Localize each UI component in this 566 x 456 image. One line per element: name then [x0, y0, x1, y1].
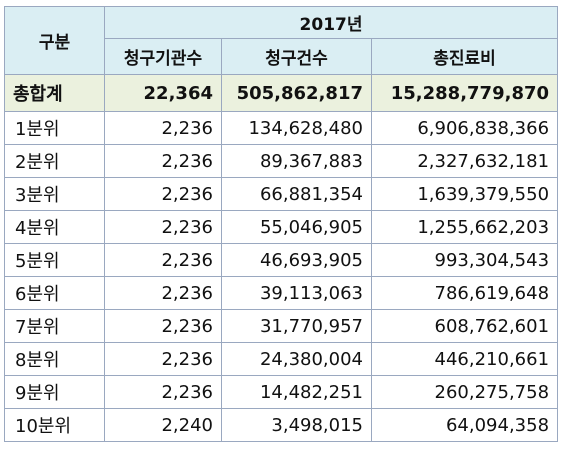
cell-claims: 66,881,354	[221, 177, 372, 211]
row-label: 2분위	[4, 144, 105, 178]
table-row: 2분위 2,236 89,367,883 2,327,632,181	[4, 144, 559, 178]
cell-total-cost: 993,304,543	[370, 243, 559, 277]
table-row: 3분위 2,236 66,881,354 1,639,379,550	[4, 177, 559, 211]
cell-claims: 39,113,063	[221, 276, 372, 310]
cell-claims: 46,693,905	[221, 243, 372, 277]
cell-claims: 134,628,480	[221, 111, 372, 145]
cell-institutions: 2,236	[104, 375, 222, 409]
cell-institutions: 2,240	[104, 408, 222, 442]
cell-claims: 14,482,251	[221, 375, 372, 409]
column-header-claims: 청구건수	[221, 38, 372, 75]
table-row: 4분위 2,236 55,046,905 1,255,662,203	[4, 210, 559, 244]
row-label: 4분위	[4, 210, 105, 244]
cell-claims: 24,380,004	[221, 342, 372, 376]
total-label: 총합계	[4, 74, 105, 112]
table-container: 구분 2017년 청구기관수 청구건수 총진료비 총합계 22,364 505,…	[4, 6, 559, 448]
total-row: 총합계 22,364 505,862,817 15,288,779,870	[4, 74, 559, 112]
cell-total-cost: 2,327,632,181	[370, 144, 559, 178]
header-row-sub: 청구기관수 청구건수 총진료비	[5, 38, 559, 75]
row-label: 8분위	[4, 342, 105, 376]
cell-institutions: 2,236	[104, 144, 222, 178]
year-header: 2017년	[103, 6, 559, 39]
cell-institutions: 2,236	[104, 342, 222, 376]
column-header-total-cost: 총진료비	[370, 38, 559, 75]
row-label: 1분위	[4, 111, 105, 145]
table-row: 6분위 2,236 39,113,063 786,619,648	[4, 276, 559, 310]
table-row: 8분위 2,236 24,380,004 446,210,661	[4, 342, 559, 376]
table-row: 10분위 2,240 3,498,015 64,094,358	[4, 408, 559, 442]
table-row: 7분위 2,236 31,770,957 608,762,601	[4, 309, 559, 343]
table-row: 5분위 2,236 46,693,905 993,304,543	[4, 243, 559, 277]
cell-total-cost: 1,639,379,550	[370, 177, 559, 211]
row-label: 6분위	[4, 276, 105, 310]
cell-total-cost: 446,210,661	[370, 342, 559, 376]
header-row-top: 구분 2017년	[4, 6, 559, 75]
table-row: 1분위 2,236 134,628,480 6,906,838,366	[4, 111, 559, 145]
cell-claims: 31,770,957	[221, 309, 372, 343]
row-label: 7분위	[4, 309, 105, 343]
total-cost: 15,288,779,870	[370, 74, 559, 112]
row-label: 10분위	[4, 408, 105, 442]
row-label: 5분위	[4, 243, 105, 277]
total-institutions: 22,364	[104, 74, 222, 112]
cell-total-cost: 786,619,648	[370, 276, 559, 310]
row-label: 9분위	[4, 375, 105, 409]
cell-total-cost: 260,275,758	[370, 375, 559, 409]
cell-claims: 55,046,905	[221, 210, 372, 244]
cell-institutions: 2,236	[104, 210, 222, 244]
cell-institutions: 2,236	[104, 177, 222, 211]
total-claims: 505,862,817	[221, 74, 372, 112]
cell-claims: 89,367,883	[221, 144, 372, 178]
cell-institutions: 2,236	[104, 111, 222, 145]
cell-total-cost: 1,255,662,203	[370, 210, 559, 244]
cell-institutions: 2,236	[104, 243, 222, 277]
row-label: 3분위	[4, 177, 105, 211]
data-table: 구분 2017년 청구기관수 청구건수 총진료비 총합계 22,364 505,…	[4, 6, 559, 442]
cell-total-cost: 64,094,358	[370, 408, 559, 442]
cell-total-cost: 6,906,838,366	[370, 111, 559, 145]
cell-claims: 3,498,015	[221, 408, 372, 442]
column-header-institutions: 청구기관수	[104, 38, 222, 75]
table-row: 9분위 2,236 14,482,251 260,275,758	[4, 375, 559, 409]
cell-institutions: 2,236	[104, 276, 222, 310]
cell-institutions: 2,236	[104, 309, 222, 343]
category-header: 구분	[4, 6, 105, 75]
cell-total-cost: 608,762,601	[370, 309, 559, 343]
